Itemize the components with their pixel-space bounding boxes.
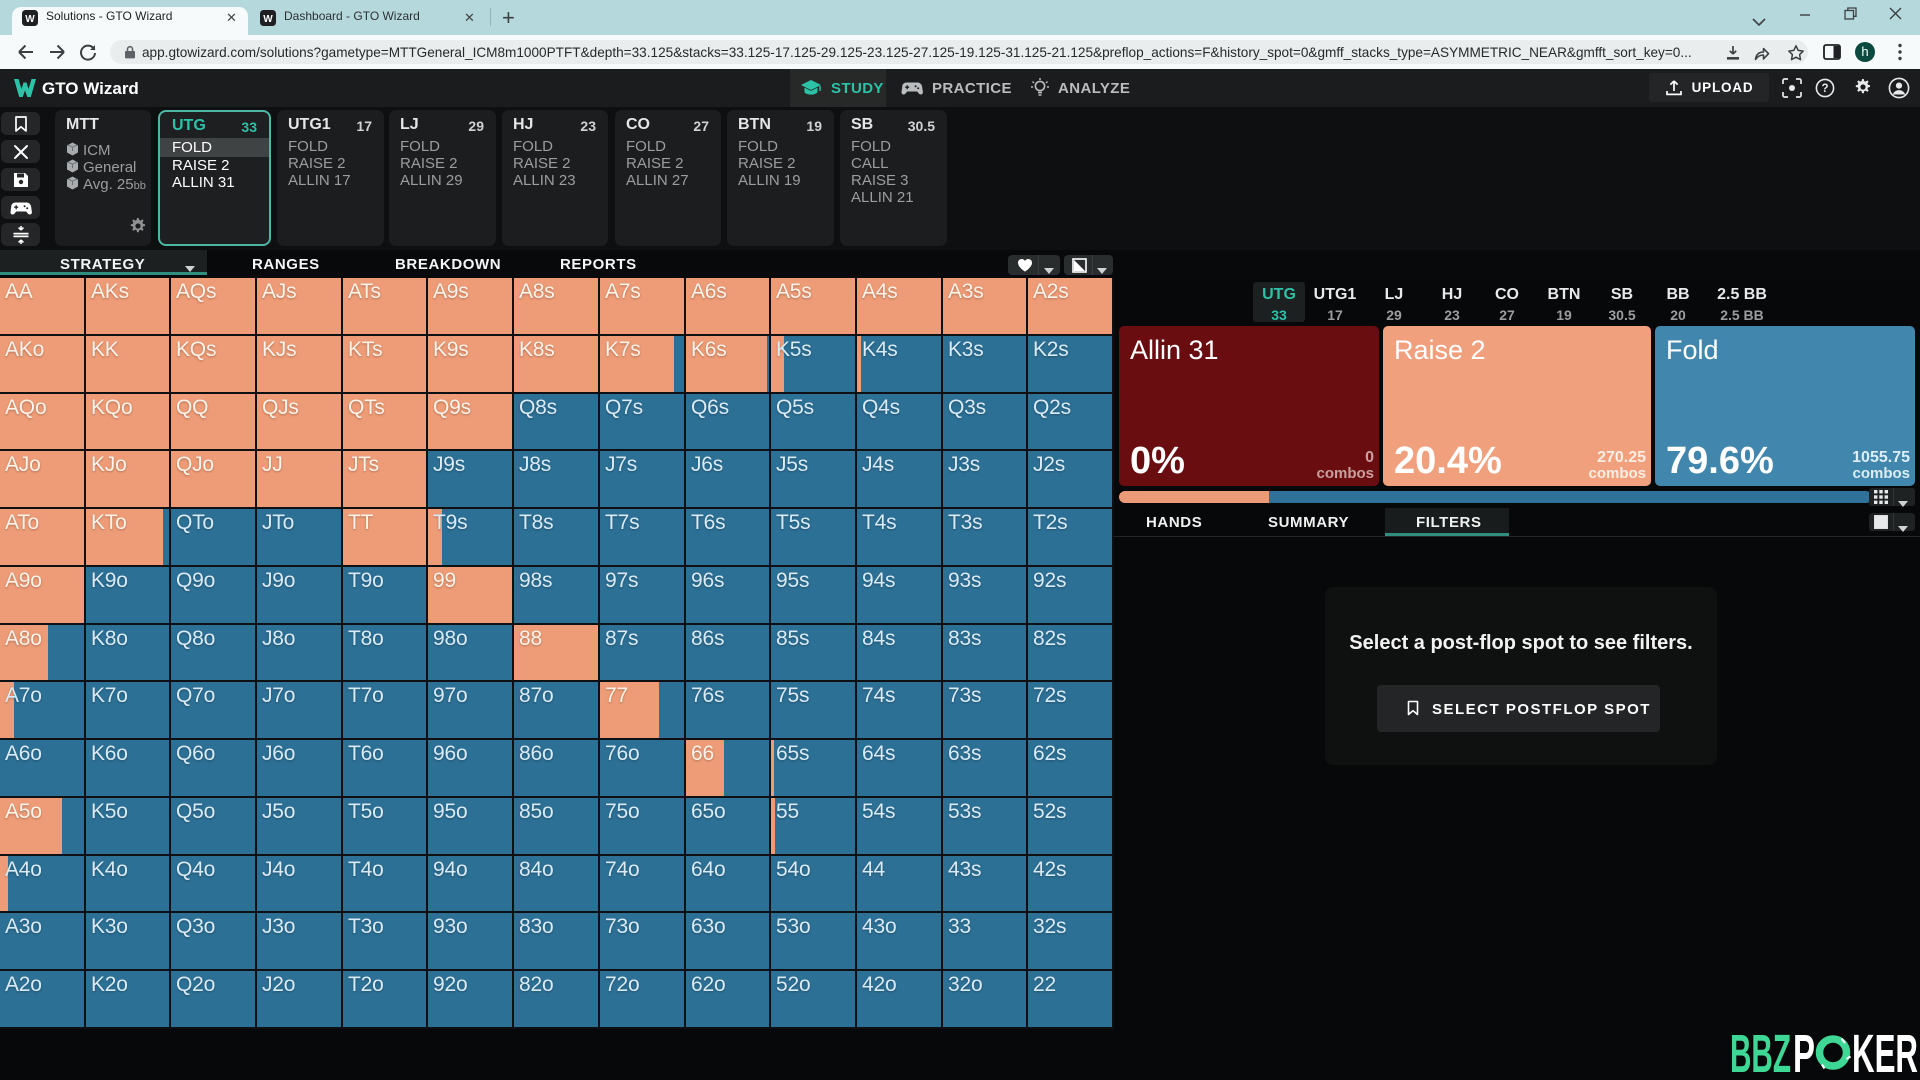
svg-text:KER: KER bbox=[1852, 1031, 1918, 1079]
svg-text:P: P bbox=[1793, 1031, 1815, 1079]
svg-text:BBZ: BBZ bbox=[1730, 1031, 1791, 1079]
svg-text:W: W bbox=[263, 14, 273, 25]
svg-text:W: W bbox=[25, 14, 35, 25]
svg-text:?: ? bbox=[1821, 83, 1828, 95]
